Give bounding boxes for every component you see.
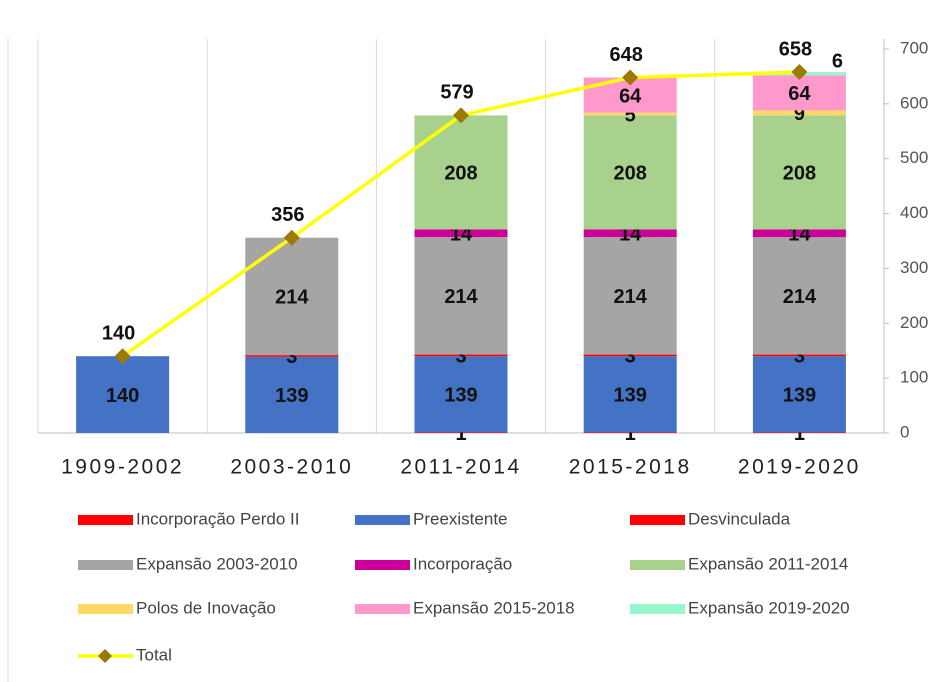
total-label: 648: [610, 44, 643, 66]
value-label: 3: [625, 346, 636, 368]
value-label: 64: [788, 83, 811, 105]
value-label: 3: [794, 346, 805, 368]
total-label: 658: [779, 38, 812, 60]
value-label: 9: [794, 103, 805, 125]
legend-label: Incorporação Perdo II: [136, 509, 299, 528]
total-label: 579: [440, 82, 473, 104]
y-tick-label: 200: [900, 313, 928, 332]
bar-segment: [583, 229, 677, 238]
bar-segment: [752, 115, 846, 230]
bar-segment: [414, 432, 508, 434]
y-tick-label: 100: [900, 368, 928, 387]
value-label: 214: [275, 287, 309, 309]
total-marker: [453, 107, 469, 124]
legend-label: Expansão 2011-2014: [688, 554, 848, 573]
value-label: 139: [614, 385, 647, 407]
value-label: 3: [286, 346, 297, 368]
bar-segment: [245, 356, 339, 433]
y-tick-label: 0: [900, 422, 909, 441]
total-marker: [114, 348, 131, 365]
bar-segment: [414, 229, 508, 238]
bar-segment: [583, 115, 677, 230]
legend-label: Incorporação: [413, 554, 512, 573]
bar-segment: [752, 432, 846, 434]
legend-label: Expansão 2019-2020: [688, 598, 850, 617]
total-marker: [791, 64, 808, 81]
bar-segment: [583, 354, 677, 357]
legend-swatch: [630, 604, 685, 614]
legend-swatch: [78, 515, 133, 525]
legend-swatch: [355, 515, 410, 525]
value-label: 139: [275, 385, 308, 407]
legend-label: Desvinculada: [688, 509, 791, 528]
bar-segment: [414, 115, 508, 230]
bar-segment: [414, 356, 508, 433]
bar-segment: [583, 356, 677, 433]
bar-segment: [245, 355, 339, 357]
total-marker: [622, 69, 639, 86]
total-label: 356: [271, 204, 304, 226]
value-label: 3: [455, 346, 466, 368]
legend-swatch: [355, 604, 410, 614]
bar-segment: [414, 354, 508, 357]
value-label: 5: [625, 104, 636, 126]
legend-label: Expansão 2003-2010: [136, 554, 298, 573]
bar-segment: [76, 356, 170, 433]
legend-marker: [98, 649, 112, 663]
y-tick-label: 700: [900, 38, 928, 57]
value-label: 6: [832, 50, 843, 72]
y-tick-label: 300: [900, 258, 928, 277]
bar-segment: [583, 237, 677, 355]
bar-segment: [752, 75, 846, 111]
value-label: 1: [794, 423, 805, 445]
total-marker: [283, 229, 300, 246]
y-tick-label: 400: [900, 203, 928, 222]
x-tick-label: 1909-2002: [61, 456, 184, 479]
legend-swatch: [630, 560, 685, 570]
x-tick-label: 2011-2014: [400, 456, 521, 479]
bar-segment: [752, 356, 846, 433]
legend-swatch: [630, 515, 685, 525]
legend-label: Polos de Inovação: [136, 598, 276, 617]
value-label: 214: [444, 286, 478, 308]
value-label: 139: [783, 385, 816, 407]
value-label: 1: [455, 423, 466, 445]
value-label: 208: [614, 163, 647, 185]
bar-segment: [752, 237, 846, 355]
legend-swatch: [78, 560, 133, 570]
value-label: 64: [619, 85, 642, 107]
bar-segment: [752, 354, 846, 357]
legend-label: Preexistente: [413, 509, 508, 528]
value-label: 140: [106, 385, 139, 407]
bar-segment: [583, 112, 677, 116]
legend-swatch: [78, 604, 133, 614]
legend-label: Expansão 2015-2018: [413, 598, 575, 617]
value-label: 208: [444, 163, 477, 185]
bar-segment: [414, 237, 508, 355]
value-label: 1: [625, 423, 636, 445]
y-tick-label: 500: [900, 148, 928, 167]
bar-segment: [583, 432, 677, 434]
x-tick-label: 2003-2010: [230, 456, 353, 479]
x-tick-label: 2019-2020: [738, 456, 861, 479]
y-tick-label: 600: [900, 93, 928, 112]
value-label: 139: [444, 385, 477, 407]
legend-swatch: [355, 560, 410, 570]
total-label: 140: [102, 322, 135, 344]
value-label: 208: [783, 163, 816, 185]
value-label: 214: [614, 286, 648, 308]
legend-label: Total: [136, 645, 172, 664]
x-tick-label: 2015-2018: [569, 456, 692, 479]
bar-segment: [752, 229, 846, 238]
value-label: 214: [783, 286, 817, 308]
bar-segment: [752, 110, 846, 116]
bar-segment: [245, 237, 339, 356]
